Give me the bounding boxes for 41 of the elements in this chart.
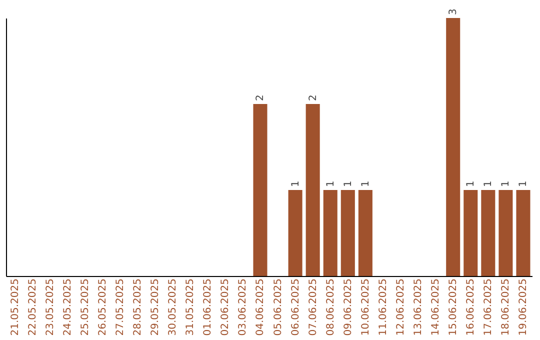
data-label: 2 [308, 94, 319, 101]
x-tick-label: 31.05.2025 [185, 278, 196, 336]
x-tick-label: 10.06.2025 [360, 278, 372, 336]
x-tick-label: 25.05.2025 [80, 278, 91, 336]
x-tick-label: 02.06.2025 [220, 278, 232, 336]
x-tick-label: 12.06.2025 [396, 278, 406, 336]
x-tick-label: 15.06.2025 [448, 278, 460, 336]
x-tick-label: 22.05.2025 [27, 278, 38, 336]
x-tick-label: 06.06.2025 [290, 278, 302, 336]
data-label: 3 [448, 8, 460, 15]
x-tick-label: 08.06.2025 [325, 278, 336, 336]
x-tick-label: 03.06.2025 [238, 278, 249, 336]
data-label: 1 [290, 180, 302, 187]
data-label: 1 [483, 180, 494, 187]
x-tick-label: 01.06.2025 [202, 278, 214, 336]
data-label: 1 [325, 180, 336, 187]
x-tick-label: 13.06.2025 [413, 278, 424, 336]
x-tick-label: 18.06.2025 [500, 278, 512, 336]
data-label: 1 [518, 180, 530, 187]
x-tick-label: 11.06.2025 [378, 278, 389, 336]
data-label: 1 [466, 180, 477, 187]
x-tick-label: 04.06.2025 [255, 278, 266, 336]
x-tick-label: 23.05.2025 [44, 278, 56, 336]
data-label: 1 [360, 180, 372, 187]
data-label: 1 [500, 180, 512, 187]
x-tick-label: 30.05.2025 [168, 278, 179, 336]
x-tick-label: 16.06.2025 [466, 278, 477, 336]
x-tick-label: 07.06.2025 [308, 278, 319, 336]
x-tick-label: 21.05.2025 [10, 278, 21, 336]
x-tick-label: 24.05.2025 [62, 278, 74, 336]
x-tick-label: 27.05.2025 [114, 278, 126, 336]
x-tick-label: 28.05.2025 [132, 278, 144, 336]
x-tick-label: 05.06.2025 [272, 278, 284, 336]
x-tick-label: 14.06.2025 [430, 278, 442, 336]
data-label: 1 [342, 180, 354, 187]
x-tick-label: 09.06.2025 [342, 278, 354, 336]
x-tick-label: 19.06.2025 [518, 278, 530, 336]
data-label: 2 [255, 94, 266, 101]
x-tick-label: 17.06.2025 [483, 278, 494, 336]
x-tick-label: 29.05.2025 [150, 278, 162, 336]
x-tick-label: 26.05.2025 [97, 278, 108, 336]
